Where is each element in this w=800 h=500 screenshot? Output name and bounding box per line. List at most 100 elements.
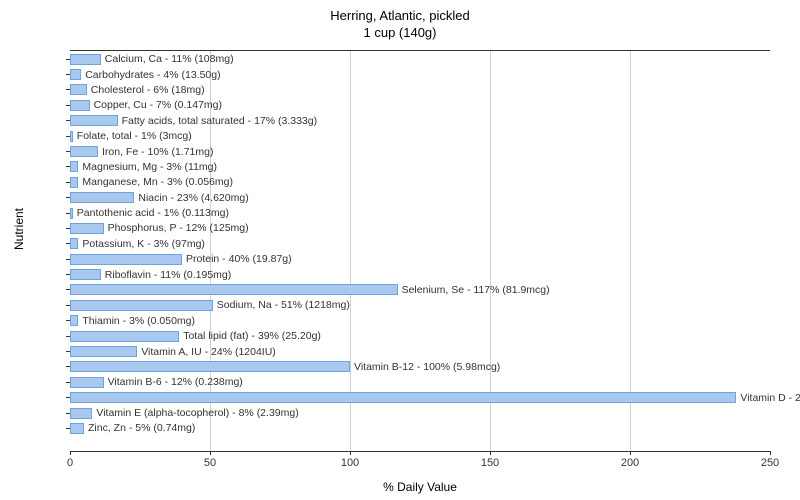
y-tick	[66, 136, 70, 137]
nutrient-bar	[70, 84, 87, 95]
bar-row: Riboflavin - 11% (0.195mg)	[70, 268, 231, 281]
nutrient-bar-label: Pantothenic acid - 1% (0.113mg)	[77, 207, 229, 219]
nutrient-bar-label: Carbohydrates - 4% (13.50g)	[85, 69, 220, 81]
nutrient-bar	[70, 315, 78, 326]
x-tick-label: 150	[481, 457, 499, 469]
nutrient-bar	[70, 54, 101, 65]
nutrient-bar-label: Phosphorus, P - 12% (125mg)	[108, 222, 249, 234]
bar-row: Potassium, K - 3% (97mg)	[70, 237, 205, 250]
nutrient-bar-label: Iron, Fe - 10% (1.71mg)	[102, 146, 213, 158]
y-tick	[66, 336, 70, 337]
nutrient-bar	[70, 146, 98, 157]
nutrient-bar	[70, 423, 84, 434]
nutrient-bar-label: Sodium, Na - 51% (1218mg)	[217, 299, 350, 311]
y-tick	[66, 213, 70, 214]
title-line-2: 1 cup (140g)	[0, 25, 800, 42]
y-tick	[66, 366, 70, 367]
nutrient-bar	[70, 115, 118, 126]
bar-row: Vitamin E (alpha-tocopherol) - 8% (2.39m…	[70, 407, 299, 420]
y-tick	[66, 59, 70, 60]
x-tick-label: 50	[204, 457, 216, 469]
y-tick	[66, 74, 70, 75]
bar-row: Copper, Cu - 7% (0.147mg)	[70, 99, 222, 112]
plot-area: 050100150200250Calcium, Ca - 11% (108mg)…	[70, 50, 770, 452]
y-tick	[66, 120, 70, 121]
bar-row: Total lipid (fat) - 39% (25.20g)	[70, 330, 321, 343]
y-tick	[66, 382, 70, 383]
nutrient-bar-label: Potassium, K - 3% (97mg)	[82, 238, 205, 250]
bar-row: Iron, Fe - 10% (1.71mg)	[70, 145, 213, 158]
y-tick	[66, 351, 70, 352]
bar-row: Manganese, Mn - 3% (0.056mg)	[70, 176, 233, 189]
bar-row: Magnesium, Mg - 3% (11mg)	[70, 160, 217, 173]
nutrient-bar	[70, 361, 350, 372]
bar-row: Carbohydrates - 4% (13.50g)	[70, 68, 221, 81]
bar-row: Thiamin - 3% (0.050mg)	[70, 314, 195, 327]
nutrient-bar	[70, 223, 104, 234]
nutrient-bar	[70, 100, 90, 111]
y-tick	[66, 274, 70, 275]
y-tick	[66, 151, 70, 152]
nutrient-bar	[70, 300, 213, 311]
bar-row: Vitamin A, IU - 24% (1204IU)	[70, 345, 276, 358]
bar-row: Vitamin B-6 - 12% (0.238mg)	[70, 376, 243, 389]
nutrient-bar	[70, 177, 78, 188]
bar-row: Niacin - 23% (4.620mg)	[70, 191, 249, 204]
chart-container: Herring, Atlantic, pickled 1 cup (140g) …	[0, 0, 800, 500]
bar-row: Selenium, Se - 117% (81.9mcg)	[70, 283, 550, 296]
nutrient-bar-label: Folate, total - 1% (3mcg)	[77, 130, 192, 142]
nutrient-bar-label: Fatty acids, total saturated - 17% (3.33…	[122, 115, 318, 127]
nutrient-bar	[70, 192, 134, 203]
nutrient-bar	[70, 208, 73, 219]
x-tick-label: 200	[621, 457, 639, 469]
bar-row: Sodium, Na - 51% (1218mg)	[70, 299, 350, 312]
nutrient-bar	[70, 408, 92, 419]
x-tick	[490, 451, 491, 455]
nutrient-bar-label: Zinc, Zn - 5% (0.74mg)	[88, 422, 195, 434]
nutrient-bar	[70, 269, 101, 280]
bar-row: Protein - 40% (19.87g)	[70, 253, 292, 266]
x-tick	[70, 451, 71, 455]
bar-row: Vitamin D - 238% (952IU)	[70, 391, 800, 404]
nutrient-bar-label: Copper, Cu - 7% (0.147mg)	[94, 99, 222, 111]
y-axis-label: Nutrient	[12, 208, 26, 250]
nutrient-bar-label: Vitamin A, IU - 24% (1204IU)	[141, 346, 276, 358]
nutrient-bar	[70, 346, 137, 357]
bar-row: Calcium, Ca - 11% (108mg)	[70, 53, 234, 66]
y-tick	[66, 259, 70, 260]
y-tick	[66, 243, 70, 244]
nutrient-bar	[70, 131, 73, 142]
nutrient-bar	[70, 161, 78, 172]
x-tick	[770, 451, 771, 455]
nutrient-bar-label: Vitamin B-6 - 12% (0.238mg)	[108, 376, 243, 388]
nutrient-bar	[70, 284, 398, 295]
x-tick-label: 0	[67, 457, 73, 469]
nutrient-bar-label: Calcium, Ca - 11% (108mg)	[105, 53, 234, 65]
bar-row: Pantothenic acid - 1% (0.113mg)	[70, 207, 229, 220]
nutrient-bar	[70, 238, 78, 249]
y-tick	[66, 413, 70, 414]
y-tick	[66, 397, 70, 398]
nutrient-bar	[70, 69, 81, 80]
x-tick	[210, 451, 211, 455]
y-tick	[66, 305, 70, 306]
y-tick	[66, 182, 70, 183]
bar-row: Fatty acids, total saturated - 17% (3.33…	[70, 114, 317, 127]
nutrient-bar-label: Vitamin E (alpha-tocopherol) - 8% (2.39m…	[96, 407, 298, 419]
y-tick	[66, 166, 70, 167]
title-line-1: Herring, Atlantic, pickled	[0, 8, 800, 25]
y-tick	[66, 105, 70, 106]
bar-row: Phosphorus, P - 12% (125mg)	[70, 222, 249, 235]
y-tick	[66, 89, 70, 90]
x-tick	[630, 451, 631, 455]
nutrient-bar	[70, 254, 182, 265]
nutrient-bar	[70, 331, 179, 342]
nutrient-bar-label: Total lipid (fat) - 39% (25.20g)	[183, 330, 321, 342]
nutrient-bar-label: Selenium, Se - 117% (81.9mcg)	[402, 284, 550, 296]
bar-row: Vitamin B-12 - 100% (5.98mcg)	[70, 360, 500, 373]
bar-row: Cholesterol - 6% (18mg)	[70, 83, 205, 96]
nutrient-bar-label: Vitamin B-12 - 100% (5.98mcg)	[354, 361, 500, 373]
bar-row: Zinc, Zn - 5% (0.74mg)	[70, 422, 195, 435]
nutrient-bar-label: Magnesium, Mg - 3% (11mg)	[82, 161, 217, 173]
x-tick	[350, 451, 351, 455]
